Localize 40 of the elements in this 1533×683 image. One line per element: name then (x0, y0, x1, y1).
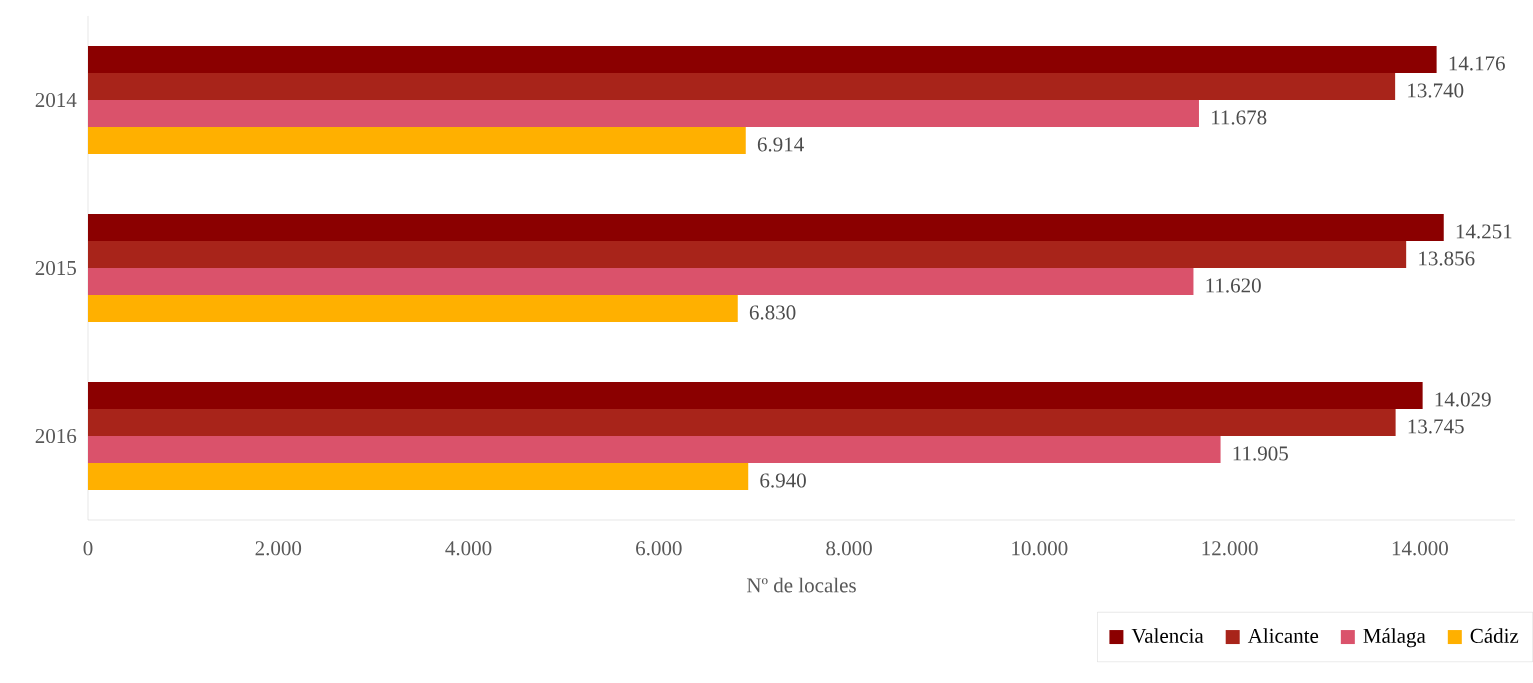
data-label: 11.620 (1206, 278, 1261, 293)
y-tick-label: 2014 (35, 92, 77, 108)
legend-label: Valencia (1131, 628, 1204, 644)
bar (88, 436, 1221, 463)
legend-label: Cádiz (1470, 628, 1519, 643)
data-label: 14.029 (1435, 392, 1491, 407)
legend-label: Alicante (1247, 628, 1319, 643)
data-label: 6.940 (760, 473, 806, 488)
bar (88, 73, 1396, 100)
legend-label: Málaga (1363, 628, 1426, 648)
y-tick-label: 2016 (35, 428, 77, 444)
bar (88, 382, 1423, 409)
bar (88, 100, 1199, 127)
data-label: 14.176 (1449, 56, 1505, 71)
x-tick-label: 6.000 (636, 541, 682, 556)
x-tick-label: 12.000 (1202, 541, 1258, 556)
x-axis-title: Nº de locales (746, 577, 856, 593)
data-label: 13.745 (1408, 419, 1464, 434)
y-tick-label: 2015 (35, 260, 76, 276)
bar (88, 214, 1444, 241)
data-label: 6.914 (757, 137, 804, 152)
bar (88, 409, 1396, 436)
x-tick-label: 4.000 (445, 541, 492, 556)
data-label: 14.251 (1456, 224, 1512, 239)
data-label: 13.740 (1408, 83, 1464, 98)
bar (88, 241, 1407, 268)
bar (88, 46, 1437, 73)
data-label: 11.905 (1233, 446, 1288, 461)
bar (88, 295, 738, 322)
bar (88, 127, 746, 154)
x-tick-label: 0 (83, 541, 93, 556)
x-tick-label: 10.000 (1012, 541, 1068, 556)
data-label: 11.678 (1212, 110, 1267, 125)
data-label: 13.856 (1419, 251, 1475, 266)
x-tick-label: 14.000 (1392, 541, 1448, 556)
x-tick-label: 8.000 (826, 541, 872, 556)
data-label: 6.830 (749, 305, 796, 320)
bar (88, 268, 1194, 295)
bar (88, 463, 749, 490)
x-tick-label: 2.000 (255, 541, 302, 556)
